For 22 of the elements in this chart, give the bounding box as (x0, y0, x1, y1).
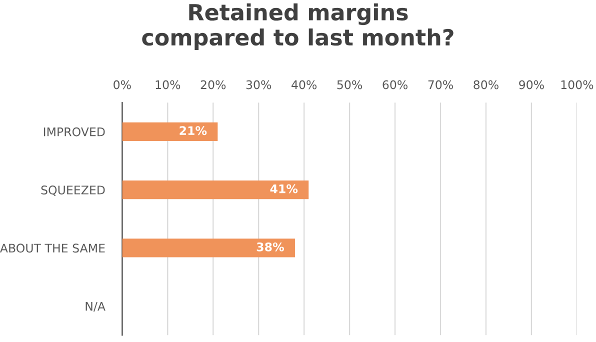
x-tick-label: 70% (428, 80, 453, 90)
x-tick-label: 50% (337, 80, 362, 90)
data-label: 41% (270, 184, 298, 194)
x-tick-label: 30% (246, 80, 272, 90)
y-tick-label: N/A (86, 302, 106, 312)
x-tick-label: 0% (114, 80, 131, 90)
x-tick-label: 60% (382, 80, 408, 90)
x-tick-label: 10% (156, 80, 180, 90)
x-tick-label: 90% (519, 80, 544, 90)
x-tick-label: 40% (292, 80, 317, 90)
data-label: 38% (256, 242, 284, 252)
x-tick-label: 80% (474, 80, 498, 90)
x-tick-label: 20% (200, 80, 226, 90)
bar (122, 238, 295, 258)
chart-title: Retained margins compared to last month? (142, 3, 454, 50)
data-label: 21% (180, 126, 207, 136)
y-tick-label: IMPROVED (44, 127, 105, 136)
bar (122, 180, 309, 200)
x-tick-label: 100% (561, 80, 594, 90)
bar (122, 122, 218, 141)
y-tick-label: SQUEEZED (41, 186, 105, 196)
y-tick-label: ABOUT THE SAME (0, 244, 105, 253)
